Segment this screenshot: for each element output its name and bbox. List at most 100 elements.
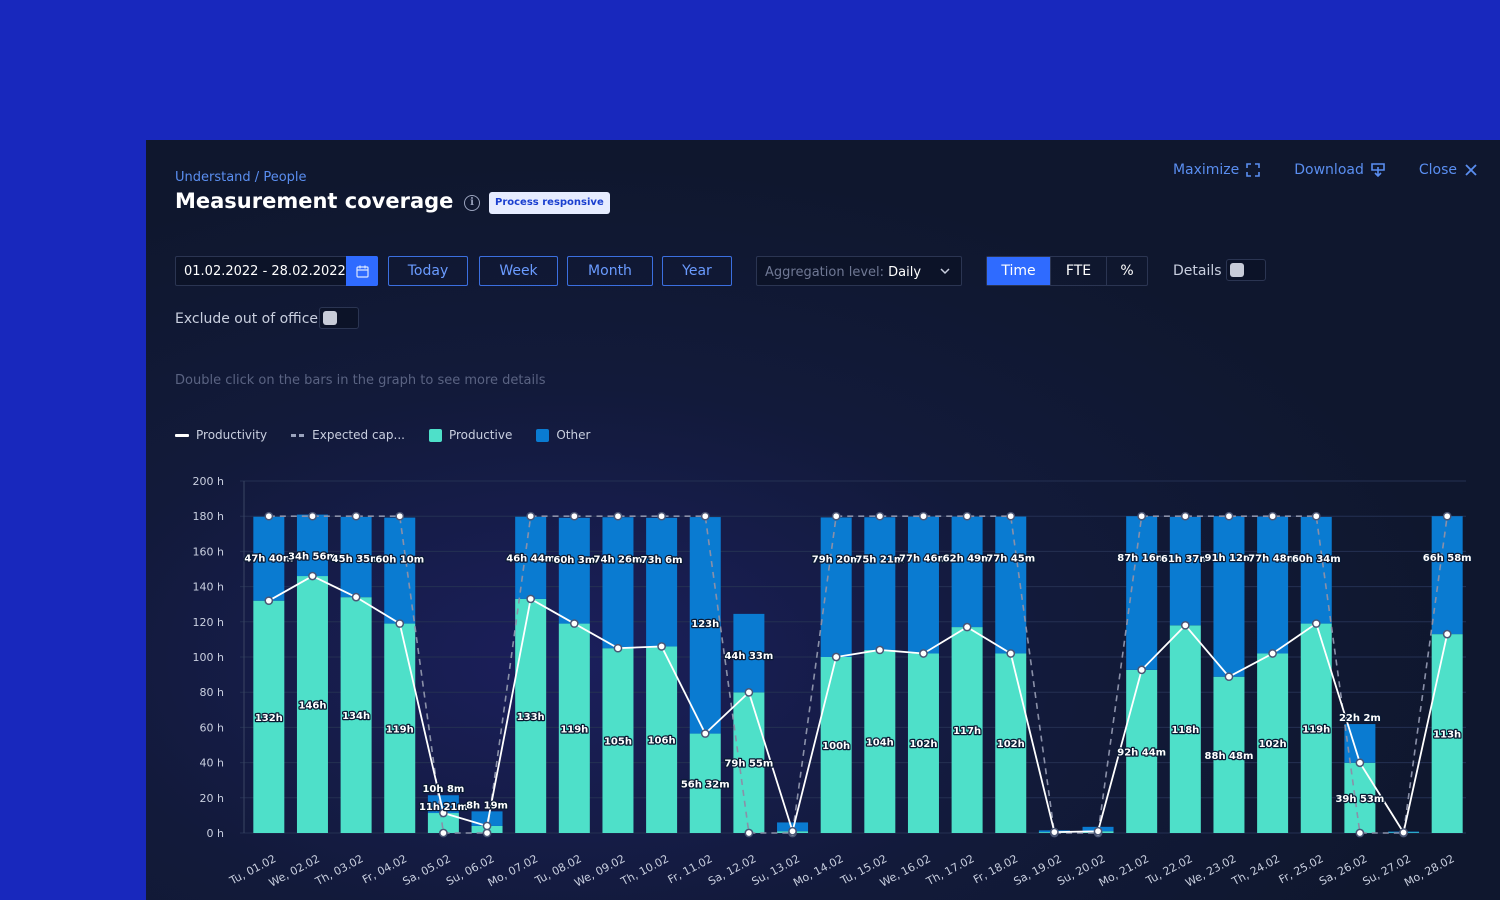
other-bar[interactable] (733, 613, 765, 693)
aggregation-select[interactable]: Aggregation level: Daily (756, 256, 962, 286)
productivity-point[interactable] (439, 808, 448, 818)
other-bar[interactable] (689, 517, 721, 734)
year-button[interactable]: Year (662, 256, 732, 286)
expected-capacity-point[interactable] (439, 828, 448, 838)
productivity-point[interactable] (700, 729, 710, 738)
productivity-point[interactable] (1137, 665, 1147, 675)
other-bar[interactable] (820, 517, 852, 657)
productivity-point[interactable] (569, 619, 579, 628)
productive-bar[interactable] (253, 600, 285, 833)
other-bar[interactable] (907, 516, 939, 654)
productivity-point[interactable] (1399, 828, 1408, 837)
productive-bar[interactable] (340, 597, 372, 833)
productivity-point[interactable] (1050, 827, 1059, 837)
other-bar[interactable] (1169, 516, 1201, 626)
productive-bar[interactable] (646, 646, 678, 833)
other-bar[interactable] (1213, 516, 1245, 677)
month-button[interactable]: Month (567, 256, 653, 286)
other-bar[interactable] (995, 516, 1027, 654)
expected-capacity-point[interactable] (1442, 511, 1452, 521)
productivity-point[interactable] (875, 645, 885, 655)
legend-productivity[interactable]: Productivity (175, 428, 267, 442)
other-bar[interactable] (340, 516, 372, 598)
productivity-point[interactable] (1355, 758, 1365, 768)
productivity-point[interactable] (831, 652, 841, 662)
productivity-point[interactable] (744, 688, 754, 697)
productive-bar[interactable] (1344, 762, 1376, 833)
productivity-point[interactable] (657, 642, 666, 651)
productivity-point[interactable] (526, 594, 536, 604)
productivity-point[interactable] (919, 649, 928, 658)
expected-capacity-point[interactable] (613, 511, 623, 521)
productive-bar[interactable] (515, 598, 547, 833)
expected-capacity-point[interactable] (351, 511, 361, 521)
productive-bar[interactable] (1431, 634, 1463, 833)
expected-capacity-point[interactable] (1355, 828, 1365, 838)
productivity-point[interactable] (962, 622, 972, 632)
expected-capacity-point[interactable] (1268, 511, 1277, 521)
expected-capacity-point[interactable] (875, 511, 885, 521)
other-bar[interactable] (602, 517, 634, 649)
expected-capacity-point[interactable] (308, 511, 317, 521)
productivity-point[interactable] (1093, 826, 1103, 836)
percent-option[interactable]: % (1120, 263, 1134, 279)
other-bar[interactable] (1300, 516, 1332, 624)
productive-bar[interactable] (1169, 625, 1201, 833)
productivity-point[interactable] (613, 643, 623, 653)
calendar-button[interactable] (346, 256, 378, 286)
productivity-point[interactable] (482, 821, 492, 831)
close-button[interactable]: Close (1419, 162, 1478, 178)
expected-capacity-point[interactable] (1311, 511, 1321, 521)
other-bar[interactable] (253, 516, 285, 601)
other-bar[interactable] (777, 822, 809, 832)
expected-capacity-point[interactable] (1180, 511, 1190, 521)
date-range-input[interactable]: 01.02.2022 - 28.02.2022 (175, 256, 378, 286)
legend-other[interactable]: Other (536, 428, 590, 442)
time-option[interactable]: Time (987, 257, 1051, 285)
info-icon[interactable]: i (464, 195, 480, 211)
productivity-point[interactable] (395, 619, 405, 628)
other-bar[interactable] (427, 795, 459, 814)
productivity-point[interactable] (1224, 672, 1234, 682)
expected-capacity-point[interactable] (919, 511, 928, 521)
expected-capacity-point[interactable] (962, 511, 972, 521)
productivity-point[interactable] (1311, 619, 1321, 628)
expected-capacity-point[interactable] (264, 511, 274, 521)
productivity-point[interactable] (351, 592, 361, 602)
productive-bar[interactable] (689, 733, 721, 833)
today-button[interactable]: Today (388, 256, 468, 286)
productive-bar[interactable] (1257, 653, 1289, 833)
expected-capacity-point[interactable] (700, 511, 710, 521)
download-button[interactable]: Download (1294, 162, 1385, 178)
expected-capacity-point[interactable] (395, 511, 405, 521)
expected-capacity-point[interactable] (569, 511, 579, 521)
productive-bar[interactable] (296, 576, 328, 833)
expected-capacity-point[interactable] (831, 511, 841, 521)
legend-productive[interactable]: Productive (428, 428, 512, 442)
legend-expected-capacity[interactable]: Expected cap... (291, 428, 405, 442)
maximize-button[interactable]: Maximize (1173, 162, 1261, 178)
productivity-point[interactable] (1006, 649, 1016, 658)
expected-capacity-point[interactable] (526, 511, 536, 521)
expected-capacity-point[interactable] (744, 828, 754, 838)
expected-capacity-point[interactable] (1137, 511, 1147, 521)
other-bar[interactable] (296, 514, 328, 577)
productivity-point[interactable] (1180, 620, 1190, 630)
productivity-point[interactable] (264, 596, 274, 606)
expected-capacity-point[interactable] (1006, 511, 1016, 521)
fte-option[interactable]: FTE (1051, 257, 1107, 285)
other-bar[interactable] (384, 517, 416, 624)
productivity-point[interactable] (788, 826, 797, 836)
other-bar[interactable] (951, 516, 983, 628)
expected-capacity-point[interactable] (657, 511, 666, 521)
productive-bar[interactable] (427, 813, 459, 833)
productive-bar[interactable] (384, 623, 416, 833)
productive-bar[interactable] (558, 623, 590, 833)
other-bar[interactable] (1257, 516, 1289, 654)
other-bar[interactable] (646, 517, 678, 647)
other-bar[interactable] (558, 517, 590, 624)
other-bar[interactable] (1126, 516, 1158, 670)
exclude-ooo-toggle[interactable] (319, 307, 359, 329)
expected-capacity-point[interactable] (1224, 511, 1234, 521)
other-bar[interactable] (864, 517, 896, 650)
